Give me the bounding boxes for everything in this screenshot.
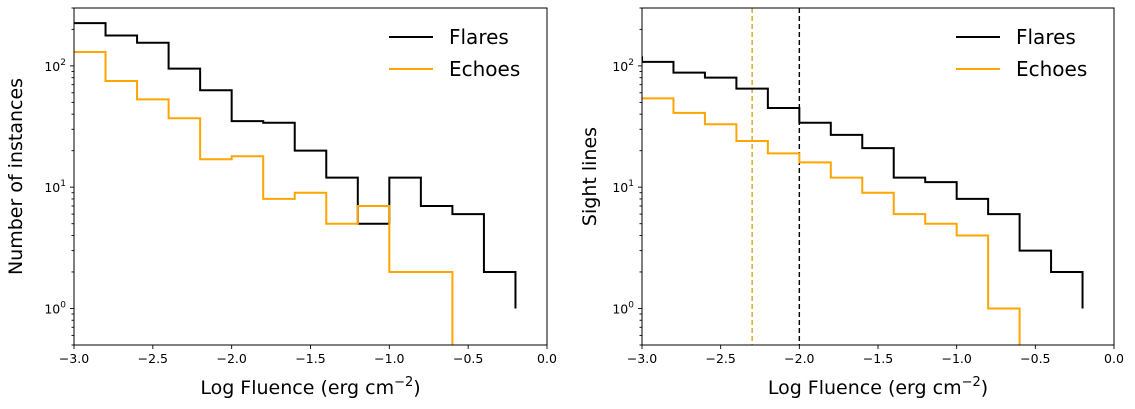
x-tick-label: −3.0	[627, 351, 657, 366]
y-axis-label: Sight lines	[579, 127, 601, 226]
y-tick-label: 101	[612, 179, 634, 195]
legend-label-echoes: Echoes	[1016, 57, 1087, 81]
series-echoes-line	[642, 97, 1021, 345]
x-tick-label: −2.0	[784, 351, 814, 366]
series-flares-line	[74, 22, 517, 309]
right-histogram-panel: −3.0 −2.5 −2.0 −1.5 −1.0 −0.5 0.0 102 101 100 Log …	[579, 7, 1124, 399]
x-tick-label: −2.0	[216, 351, 246, 366]
x-tick-label: −0.5	[1020, 351, 1050, 366]
x-tick-label: −1.0	[374, 351, 404, 366]
x-tick-label: 0.0	[537, 351, 557, 366]
y-tick-label: 100	[612, 300, 634, 316]
left-histogram-panel: −3.0 −2.5 −2.0 −1.5 −1.0 −0.5 0.0 102 101 100 Log …	[5, 7, 557, 399]
plot-area	[642, 8, 1084, 345]
x-tick-label: −2.5	[705, 351, 735, 366]
x-tick-label: −0.5	[453, 351, 483, 366]
plot-area	[74, 22, 517, 345]
legend-label-flares: Flares	[1016, 25, 1076, 49]
series-flares-line	[642, 56, 1084, 309]
y-axis-label: Number of instances	[5, 78, 27, 275]
y-tick-label: 101	[44, 179, 66, 195]
legend-label-echoes: Echoes	[449, 57, 520, 81]
x-tick-label: −1.0	[941, 351, 971, 366]
x-tick-label: −3.0	[59, 351, 89, 366]
x-tick-label: 0.0	[1104, 351, 1124, 366]
x-axis-label: Log Fluence (erg cm−2)	[768, 375, 988, 399]
x-tick-label: −2.5	[138, 351, 168, 366]
y-tick-label: 100	[44, 300, 66, 316]
x-axis-label: Log Fluence (erg cm−2)	[200, 375, 420, 399]
x-tick-label: −1.5	[295, 351, 325, 366]
legend-label-flares: Flares	[449, 25, 509, 49]
y-tick-label: 102	[44, 58, 66, 74]
x-tick-label: −1.5	[863, 351, 893, 366]
y-tick-label: 102	[612, 58, 634, 74]
series-echoes-line	[74, 51, 454, 345]
